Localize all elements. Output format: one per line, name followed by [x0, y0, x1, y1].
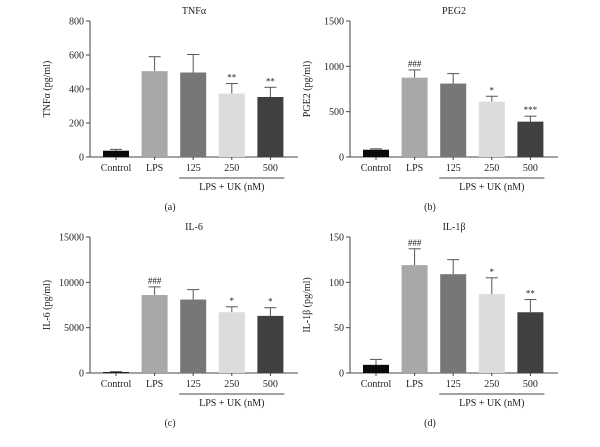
y-tick-label: 150 — [329, 233, 344, 244]
chart-title: IL-6 — [185, 222, 203, 233]
x-tick-label: 500 — [263, 163, 278, 174]
significance-label: * — [490, 267, 495, 277]
x-tick-label: 250 — [224, 163, 239, 174]
chart-title: PEG2 — [442, 6, 466, 17]
x-tick-label: 125 — [186, 163, 201, 174]
x-tick-label: Control — [101, 163, 132, 174]
group-label: LPS + UK (nM) — [459, 398, 524, 409]
group-label: LPS + UK (nM) — [199, 398, 264, 409]
panel-c: IL-6 0 5000 10000 15000 IL-6 (pg/ml) Control LP… — [42, 222, 298, 429]
bar-500 — [257, 315, 284, 373]
panel-d: IL-1β 0 50 100 150 IL-1β (pg/ml) Control LPS ###… — [302, 222, 558, 429]
y-tick-label: 0 — [339, 369, 344, 380]
y-tick-label: 0 — [79, 369, 84, 380]
x-tick-label: 125 — [446, 163, 461, 174]
bar-lps — [401, 265, 428, 373]
chart-title: IL-1β — [443, 222, 466, 233]
y-tick-label: 600 — [69, 51, 84, 62]
bar-lps — [141, 295, 168, 373]
bar-125 — [440, 274, 467, 373]
significance-label: * — [230, 296, 235, 306]
x-tick-label: Control — [101, 379, 132, 390]
y-tick-label: 50 — [334, 323, 344, 334]
significance-label: ** — [526, 289, 536, 299]
bar-control — [363, 364, 389, 373]
bar-250 — [478, 101, 505, 157]
chart-title: TNFα — [182, 6, 207, 17]
y-tick-label: 10000 — [59, 278, 84, 289]
significance-label: ### — [408, 238, 422, 248]
bar-500 — [517, 121, 544, 157]
y-tick-label: 5000 — [64, 323, 84, 334]
bar-lps — [141, 71, 168, 157]
y-axis-label: IL-6 (pg/ml) — [42, 280, 53, 330]
x-tick-label: LPS — [406, 163, 423, 174]
group-label: LPS + UK (nM) — [459, 182, 524, 193]
x-tick-label: 125 — [186, 379, 201, 390]
bar-250 — [478, 294, 505, 373]
significance-label: ** — [266, 76, 276, 86]
significance-label: ### — [148, 276, 162, 286]
bar-500 — [517, 312, 544, 373]
significance-label: * — [268, 297, 273, 307]
significance-label: * — [490, 85, 495, 95]
bar-125 — [180, 299, 207, 373]
x-tick-label: LPS — [406, 379, 423, 390]
bar-125 — [440, 83, 467, 157]
y-tick-label: 400 — [69, 85, 84, 96]
group-label: LPS + UK (nM) — [199, 182, 264, 193]
panel-label: (d) — [424, 418, 436, 429]
x-tick-label: Control — [361, 163, 392, 174]
bar-125 — [180, 72, 207, 157]
panel-label: (b) — [424, 202, 436, 213]
x-tick-label: Control — [361, 379, 392, 390]
x-tick-label: 500 — [523, 163, 538, 174]
bar-250 — [218, 312, 245, 373]
y-axis-label: IL-1β (pg/ml) — [302, 277, 313, 332]
significance-label: *** — [524, 105, 538, 115]
bar-250 — [218, 93, 245, 157]
x-tick-label: LPS — [146, 379, 163, 390]
bar-control — [363, 149, 389, 157]
y-tick-label: 100 — [329, 278, 344, 289]
bar-500 — [257, 96, 284, 157]
y-tick-label: 200 — [69, 119, 84, 130]
y-tick-label: 0 — [79, 153, 84, 164]
panel-label: (c) — [164, 418, 175, 429]
x-tick-label: 250 — [224, 379, 239, 390]
significance-label: ### — [408, 59, 422, 69]
bar-control — [103, 372, 129, 373]
x-tick-label: 250 — [484, 163, 499, 174]
x-tick-label: 250 — [484, 379, 499, 390]
panel-label: (a) — [164, 202, 175, 213]
y-tick-label: 1500 — [324, 17, 344, 28]
significance-label: ** — [227, 73, 237, 83]
bar-lps — [401, 77, 428, 157]
x-tick-label: 500 — [523, 379, 538, 390]
x-tick-label: LPS — [146, 163, 163, 174]
y-tick-label: 1000 — [324, 62, 344, 73]
panel-b: PEG2 0 500 1000 1500 PGE2 (pg/ml) Control LPS ##… — [302, 6, 558, 213]
panel-a: TNFα 0 200 400 600 800 TNFα (pg/ml) Control LPS 1… — [42, 6, 298, 213]
y-tick-label: 500 — [329, 107, 344, 118]
y-tick-label: 800 — [69, 17, 84, 28]
y-tick-label: 0 — [339, 153, 344, 164]
x-tick-label: 500 — [263, 379, 278, 390]
y-axis-label: PGE2 (pg/ml) — [302, 61, 313, 117]
y-axis-label: TNFα (pg/ml) — [42, 61, 53, 118]
bar-control — [103, 150, 129, 157]
y-tick-label: 15000 — [59, 233, 84, 244]
x-tick-label: 125 — [446, 379, 461, 390]
